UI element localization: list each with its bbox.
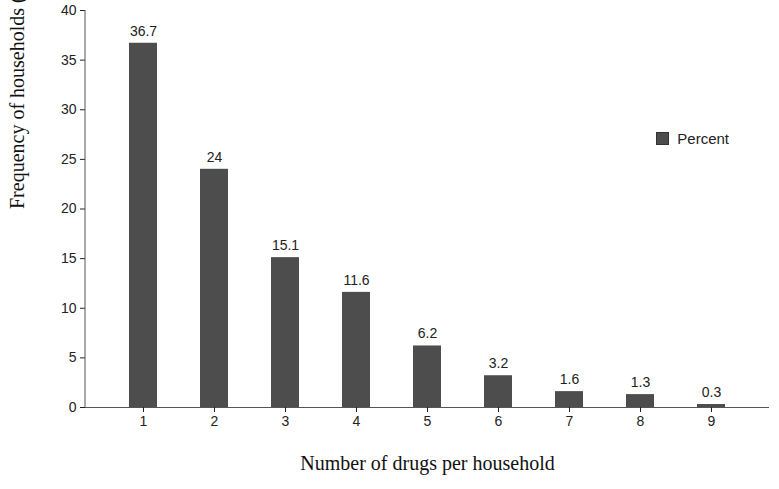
html-text:Percent: Percent <box>677 130 729 147</box>
svg-text:9: 9 <box>708 413 716 429</box>
svg-text:6: 6 <box>495 413 503 429</box>
svg-text:2: 2 <box>211 413 219 429</box>
svg-text:11.6: 11.6 <box>343 272 369 288</box>
svg-text:1.3: 1.3 <box>631 374 651 390</box>
svg-text:Number of drugs per household: Number of drugs per household <box>300 452 554 475</box>
svg-text:15: 15 <box>61 250 77 266</box>
svg-text:35: 35 <box>61 52 77 68</box>
svg-text:0: 0 <box>69 399 77 415</box>
svg-text:0.3: 0.3 <box>702 384 722 400</box>
svg-text:3: 3 <box>282 413 290 429</box>
svg-text:10: 10 <box>61 300 77 316</box>
svg-text:36.7: 36.7 <box>130 23 157 39</box>
svg-text:5: 5 <box>424 413 432 429</box>
svg-text:5: 5 <box>69 349 77 365</box>
svg-text:7: 7 <box>566 413 574 429</box>
svg-text:1: 1 <box>140 413 148 429</box>
svg-text:30: 30 <box>61 101 77 117</box>
svg-text:24: 24 <box>207 149 223 165</box>
svg-text:25: 25 <box>61 151 77 167</box>
svg-text:3.2: 3.2 <box>489 355 509 371</box>
svg-text:6.2: 6.2 <box>418 325 438 341</box>
svg-text:1.6: 1.6 <box>560 371 580 387</box>
svg-text:15.1: 15.1 <box>272 237 299 253</box>
svg-text:Frequency of households (%): Frequency of households (%) <box>6 0 29 209</box>
svg-text:40: 40 <box>61 2 77 18</box>
svg-text:20: 20 <box>61 200 77 216</box>
svg-text:8: 8 <box>637 413 645 429</box>
svg-text:4: 4 <box>353 413 361 429</box>
